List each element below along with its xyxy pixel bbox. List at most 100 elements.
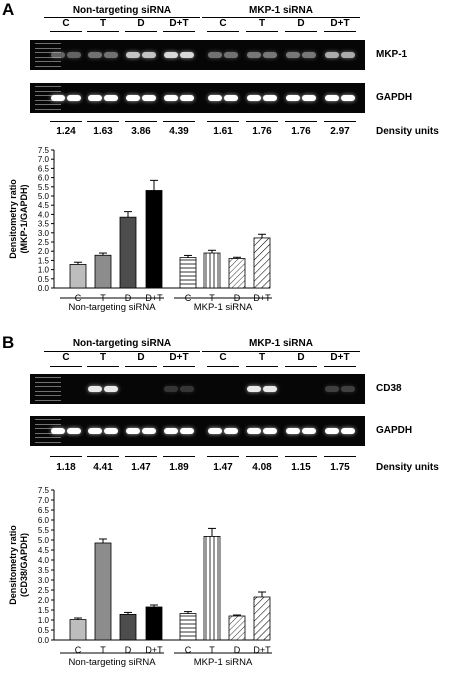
y-tick-label: 5.0 bbox=[38, 536, 50, 545]
density-overline bbox=[246, 121, 278, 122]
density-overline bbox=[207, 121, 239, 122]
bar bbox=[179, 613, 197, 641]
gel-band bbox=[325, 428, 339, 434]
gel-band bbox=[67, 52, 81, 58]
group-header: MKP-1 siRNA bbox=[249, 5, 313, 16]
y-tick-label: 3.5 bbox=[38, 220, 50, 229]
gel-band bbox=[126, 52, 140, 58]
group-header: MKP-1 siRNA bbox=[249, 338, 313, 349]
gel-label: CD38 bbox=[376, 383, 402, 394]
gel-band bbox=[164, 386, 178, 392]
group-label: MKP-1 siRNA bbox=[194, 302, 253, 313]
y-tick-label: 4.0 bbox=[38, 210, 50, 219]
gel-band bbox=[325, 386, 339, 392]
y-tick-label: 2.5 bbox=[38, 586, 50, 595]
gel-band bbox=[126, 428, 140, 434]
bar bbox=[228, 258, 246, 289]
gel-band bbox=[88, 386, 102, 392]
y-tick-label: 0.0 bbox=[38, 636, 50, 645]
panel-letter-b: B bbox=[2, 333, 15, 352]
ladder-band bbox=[35, 377, 61, 378]
bar bbox=[253, 237, 271, 289]
density-value: 3.86 bbox=[131, 126, 151, 137]
gel-band bbox=[247, 95, 261, 101]
gel-label: GAPDH bbox=[376, 425, 413, 436]
lane-underline bbox=[125, 366, 157, 367]
gel-image-mkp-1 bbox=[30, 40, 365, 70]
group-divider bbox=[202, 17, 360, 18]
gel-band bbox=[208, 52, 222, 58]
gel-band bbox=[286, 52, 300, 58]
density-overline bbox=[125, 456, 157, 457]
density-value: 1.47 bbox=[131, 462, 151, 473]
ladder-band bbox=[35, 43, 61, 44]
gel-band bbox=[247, 386, 261, 392]
ladder-band bbox=[35, 399, 61, 401]
lane-underline bbox=[324, 31, 356, 32]
lane-label: C bbox=[219, 352, 227, 363]
bar bbox=[203, 536, 221, 641]
y-tick-label: 0.5 bbox=[38, 626, 50, 635]
y-axis-label-unit: (MKP-1/GAPDH) bbox=[19, 184, 29, 253]
gel-band bbox=[341, 428, 355, 434]
ladder-band bbox=[35, 432, 61, 434]
density-value: 1.76 bbox=[252, 126, 272, 137]
y-tick-label: 3.0 bbox=[38, 229, 50, 238]
density-value: 1.75 bbox=[330, 462, 350, 473]
y-tick-label: 2.0 bbox=[38, 596, 50, 605]
density-value: 1.18 bbox=[56, 462, 76, 473]
lane-label: C bbox=[62, 18, 70, 29]
y-tick-label: 6.5 bbox=[38, 506, 50, 515]
lane-underline bbox=[50, 31, 82, 32]
bar bbox=[119, 216, 137, 289]
density-overline bbox=[324, 121, 356, 122]
density-value: 1.61 bbox=[213, 126, 233, 137]
gel-band bbox=[88, 52, 102, 58]
group-divider bbox=[202, 351, 360, 352]
gel-band bbox=[88, 95, 102, 101]
ladder-band bbox=[35, 47, 61, 49]
x-tick-label: T bbox=[209, 645, 215, 655]
ladder-band bbox=[35, 90, 61, 92]
gel-band bbox=[67, 95, 81, 101]
gel-band bbox=[263, 386, 277, 392]
x-tick-label: C bbox=[75, 645, 82, 655]
panel-letter-a: A bbox=[2, 0, 15, 19]
y-tick-label: 0.0 bbox=[38, 284, 50, 293]
gel-band bbox=[247, 428, 261, 434]
gel-band bbox=[208, 428, 222, 434]
gel-band bbox=[325, 95, 339, 101]
gel-image-gapdh bbox=[30, 83, 365, 113]
group-divider bbox=[44, 17, 200, 18]
lane-label: D+T bbox=[330, 18, 350, 29]
gel-band bbox=[341, 95, 355, 101]
ladder-band bbox=[35, 419, 61, 420]
group-header: Non-targeting siRNA bbox=[72, 5, 172, 16]
y-axis-label-unit: (CD38/GAPDH) bbox=[19, 533, 29, 597]
bar bbox=[94, 254, 112, 289]
y-tick-label: 5.0 bbox=[38, 192, 50, 201]
bar bbox=[145, 190, 163, 289]
gel-band bbox=[51, 52, 65, 58]
density-overline bbox=[246, 456, 278, 457]
lane-label: D bbox=[297, 18, 305, 29]
ladder-band bbox=[35, 56, 61, 58]
x-tick-label: C bbox=[185, 645, 192, 655]
gel-band bbox=[263, 95, 277, 101]
density-value: 4.39 bbox=[169, 126, 189, 137]
bar bbox=[228, 615, 246, 641]
density-overline bbox=[163, 121, 195, 122]
lane-label: D bbox=[137, 18, 145, 29]
ladder-band bbox=[35, 65, 61, 67]
density-overline bbox=[207, 456, 239, 457]
y-tick-label: 6.0 bbox=[38, 174, 50, 183]
density-value: 1.15 bbox=[291, 462, 311, 473]
gel-band bbox=[104, 428, 118, 434]
gel-band bbox=[164, 95, 178, 101]
density-value: 4.41 bbox=[93, 462, 113, 473]
gel-band bbox=[180, 386, 194, 392]
group-label: MKP-1 siRNA bbox=[194, 657, 253, 668]
gel-band bbox=[180, 95, 194, 101]
lane-label: D bbox=[297, 352, 305, 363]
ladder-band bbox=[35, 423, 61, 425]
